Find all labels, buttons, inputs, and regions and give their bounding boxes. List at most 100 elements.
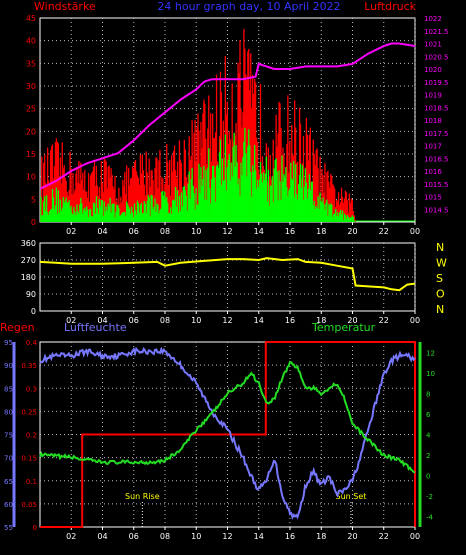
- climate-panel-x-label: 22: [379, 532, 389, 541]
- direction-panel-x-label: 14: [254, 316, 264, 325]
- wind-y-tick-label: 15: [26, 150, 36, 159]
- wind-panel-x-label: 02: [66, 227, 76, 236]
- climate-panel-x-label: 20: [347, 532, 357, 541]
- pressure-y-tick-label: 1014.5: [424, 206, 449, 214]
- pressure-axis-title: Luftdruck: [364, 0, 416, 13]
- direction-panel-x-label: 18: [316, 316, 326, 325]
- wind-y-tick-label: 40: [26, 37, 36, 46]
- wind-axis-title: Windstärke: [34, 0, 96, 13]
- rain-y-tick-label: 0.15: [21, 455, 37, 463]
- humidity-axis-title: Luftfeuchte: [64, 321, 127, 334]
- rain-axis-title: Regen: [0, 321, 35, 334]
- direction-letter: W: [436, 257, 447, 270]
- humidity-y-tick-label: 90: [4, 362, 13, 370]
- climate-panel-x-label: 06: [129, 532, 139, 541]
- humidity-y-tick-label: 75: [4, 432, 13, 440]
- humidity-line: [39, 346, 416, 520]
- climate-panel-x-label: 18: [316, 532, 326, 541]
- wind-panel-x-label: 14: [254, 227, 264, 236]
- wind-y-tick-label: 35: [26, 59, 36, 68]
- temperature-y-tick-label: -4: [426, 514, 434, 522]
- wind-y-tick-label: 45: [26, 14, 36, 23]
- wind-panel-x-label: 06: [129, 227, 139, 236]
- wind-panel-x-label: 18: [316, 227, 326, 236]
- wind-y-tick-label: 30: [26, 82, 36, 91]
- temperature-y-tick-label: 12: [426, 349, 435, 357]
- climate-panel-x-label: 08: [160, 532, 170, 541]
- rain-y-tick-label: 0.35: [21, 362, 37, 370]
- direction-panel-x-label: 22: [379, 316, 389, 325]
- wind-panel-x-label: 22: [379, 227, 389, 236]
- wind-y-tick-label: 0: [31, 218, 36, 227]
- wind-panel-x-label: 00: [410, 227, 420, 236]
- rain-y-tick-label: 0.25: [21, 408, 37, 416]
- direction-y-tick-label: 90: [26, 290, 36, 299]
- temperature-y-tick-label: 2: [426, 452, 430, 460]
- climate-panel-x-label: 04: [97, 532, 107, 541]
- humidity-y-tick-label: 80: [4, 408, 13, 416]
- humidity-y-tick-label: 65: [4, 478, 13, 486]
- direction-y-tick-label: 270: [21, 256, 36, 265]
- pressure-y-tick-label: 1021: [424, 41, 442, 49]
- wind-panel-x-label: 12: [222, 227, 232, 236]
- pressure-y-tick-label: 1015.5: [424, 181, 449, 189]
- climate-panel-x-label: 10: [191, 532, 201, 541]
- pressure-y-tick-label: 1021.5: [424, 28, 449, 36]
- chart-title: 24 hour graph day, 10 April 2022: [157, 0, 340, 13]
- temperature-line: [39, 360, 416, 474]
- sunrise-label: Sun Rise: [125, 492, 160, 501]
- wind-panel-x-label: 08: [160, 227, 170, 236]
- rain-line: [40, 341, 416, 528]
- humidity-y-tick-label: 95: [4, 339, 13, 347]
- direction-panel-x-label: 00: [410, 316, 420, 325]
- temperature-y-tick-label: -2: [426, 493, 433, 501]
- pressure-y-tick-label: 1018.5: [424, 104, 449, 112]
- direction-letter: N: [436, 241, 444, 254]
- rain-y-tick-label: 0.3: [26, 385, 37, 393]
- pressure-y-tick-label: 1017.5: [424, 130, 449, 138]
- humidity-y-tick-label: 70: [4, 455, 13, 463]
- wind-pressure-panel: 02 04 06 08 10 12 14 16 18 20 22 000510152025303540…: [26, 14, 449, 236]
- wind-panel-x-label: 10: [191, 227, 201, 236]
- pressure-y-tick-label: 1020: [424, 66, 442, 74]
- wind-y-tick-label: 25: [26, 105, 36, 114]
- pressure-y-tick-label: 1017: [424, 143, 442, 151]
- temperature-axis-title: Temperatur: [311, 321, 376, 334]
- direction-panel-x-label: 06: [129, 316, 139, 325]
- pressure-y-tick-label: 1019: [424, 92, 442, 100]
- temperature-y-tick-label: 6: [426, 411, 431, 419]
- climate-panel-x-label: 02: [66, 532, 76, 541]
- direction-letter: N: [436, 303, 444, 316]
- rain-y-tick-label: 0.1: [26, 478, 37, 486]
- direction-panel-x-label: 20: [347, 316, 357, 325]
- climate-panel-x-label: 14: [254, 532, 264, 541]
- pressure-y-tick-label: 1020.5: [424, 53, 449, 61]
- temperature-y-tick-label: 0: [426, 473, 430, 481]
- direction-letter: S: [436, 272, 443, 285]
- wind-y-tick-label: 20: [26, 127, 36, 136]
- pressure-y-tick-label: 1019.5: [424, 79, 449, 87]
- pressure-y-tick-label: 1015: [424, 194, 442, 202]
- humidity-y-tick-label: 55: [4, 524, 13, 532]
- direction-y-tick-label: 360: [21, 239, 36, 248]
- climate-panel-x-label: 00: [410, 532, 420, 541]
- wind-panel-x-label: 16: [285, 227, 295, 236]
- pressure-y-tick-label: 1016: [424, 168, 442, 176]
- wind-panel-x-label: 20: [347, 227, 357, 236]
- wind-y-tick-label: 10: [26, 173, 36, 182]
- direction-panel-x-label: 08: [160, 316, 170, 325]
- temperature-y-tick-label: 10: [426, 370, 435, 378]
- rain-y-tick-label: 0.2: [26, 432, 37, 440]
- wind-y-tick-label: 5: [31, 195, 36, 204]
- rain-y-tick-label: 0.05: [21, 501, 37, 509]
- rain-y-tick-label: 0.4: [26, 339, 38, 347]
- direction-line: [39, 257, 416, 292]
- pressure-line: [39, 42, 416, 190]
- wind-panel-x-label: 04: [97, 227, 107, 236]
- direction-y-tick-label: 180: [21, 273, 36, 282]
- sunset-label: Sun Set: [335, 492, 366, 501]
- temperature-y-tick-label: 8: [426, 390, 430, 398]
